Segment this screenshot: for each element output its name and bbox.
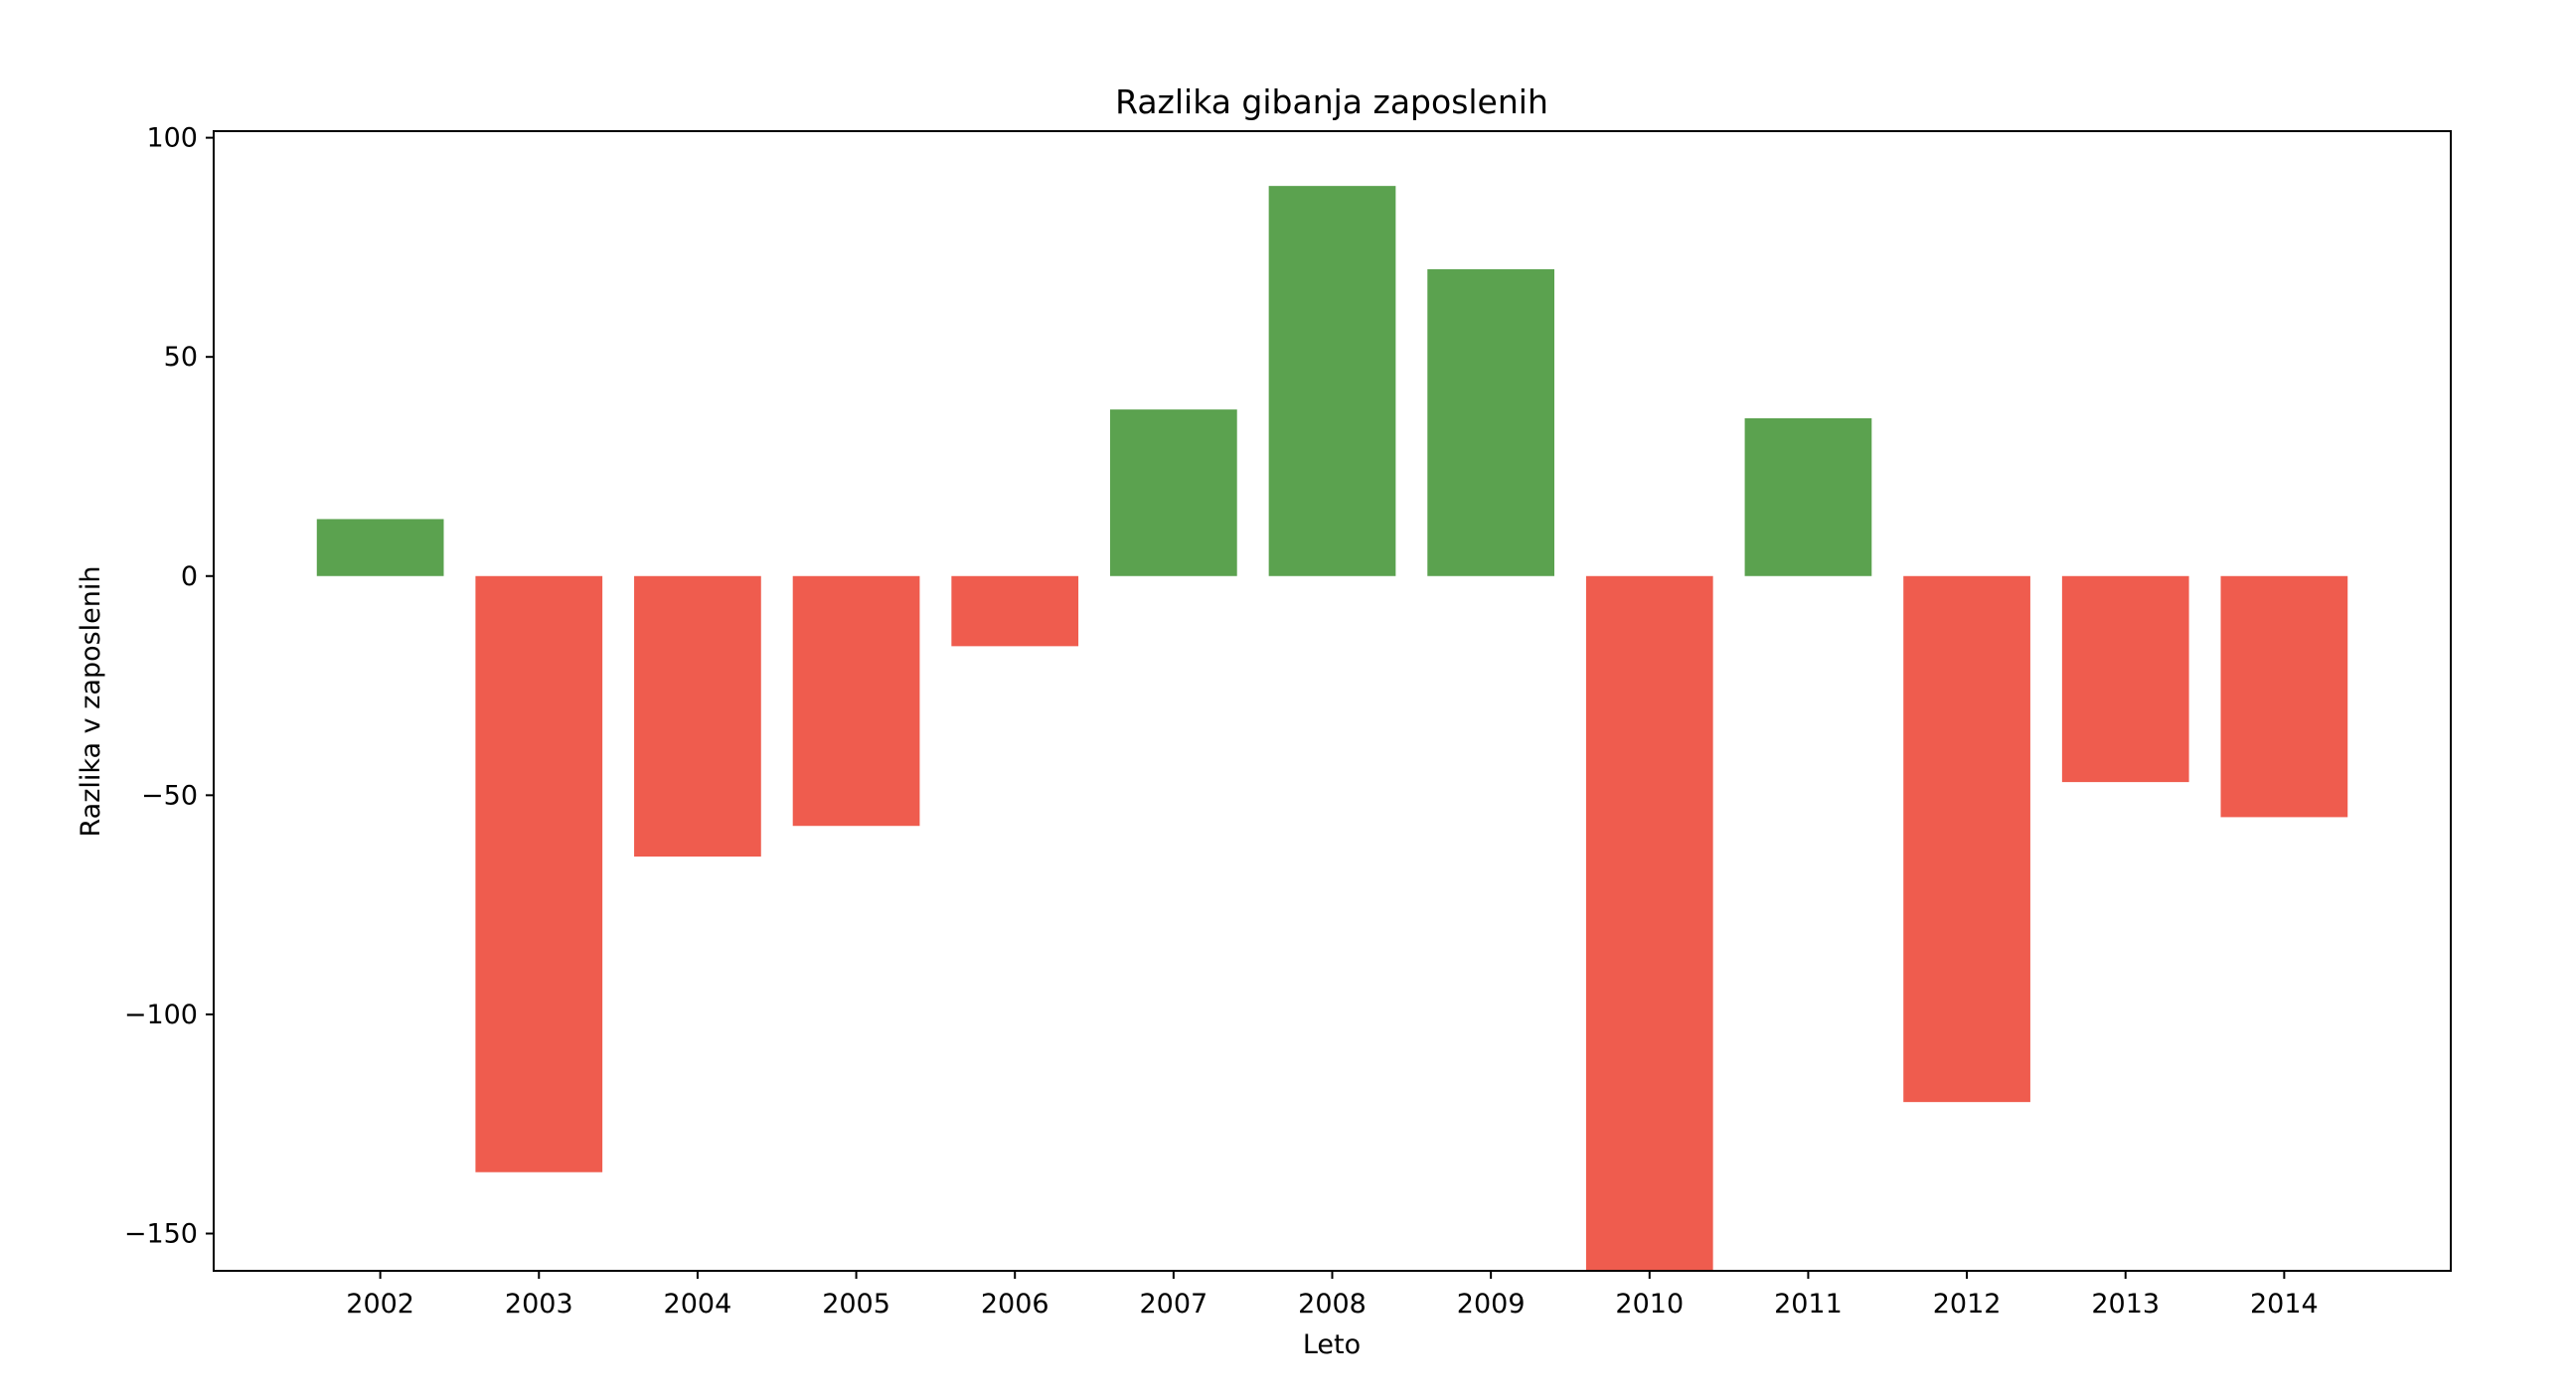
plot-frame — [213, 130, 2452, 1272]
x-axis-ticks: 2002 2003 2004 2005 2006 2007 2008 2009 2010 2011… — [346, 1271, 2319, 1320]
bar-2006 — [951, 575, 1079, 647]
x-tick-label: 2003 — [505, 1289, 573, 1320]
x-axis-label: Leto — [1303, 1329, 1361, 1360]
y-tick-label: −50 — [141, 780, 198, 811]
bar-2010 — [1585, 575, 1713, 1271]
x-tick-label: 2009 — [1457, 1289, 1526, 1320]
y-axis-ticks: −150 −100 −50 0 50 100 — [124, 123, 214, 1250]
bar-2009 — [1427, 268, 1555, 576]
bar-2014 — [2220, 575, 2348, 818]
y-axis-label: Razlika v zaposlenih — [76, 565, 106, 837]
bar-2002 — [316, 519, 444, 576]
bar-2005 — [792, 575, 920, 827]
x-tick-label: 2011 — [1774, 1289, 1843, 1320]
x-tick-label: 2013 — [2091, 1289, 2160, 1320]
x-tick-label: 2005 — [822, 1289, 890, 1320]
x-tick-label: 2006 — [981, 1289, 1049, 1320]
x-tick-label: 2007 — [1139, 1289, 1208, 1320]
bar-2004 — [634, 575, 761, 857]
chart-title: Razlika gibanja zaposlenih — [1115, 82, 1548, 121]
y-tick-label: 0 — [181, 561, 198, 592]
x-tick-label: 2002 — [346, 1289, 414, 1320]
bars-group — [316, 186, 2348, 1271]
bar-2007 — [1109, 409, 1237, 576]
bar-2011 — [1744, 417, 1872, 576]
bar-2012 — [1903, 575, 2030, 1103]
x-tick-label: 2004 — [664, 1289, 732, 1320]
y-tick-label: −150 — [124, 1219, 198, 1250]
x-tick-label: 2014 — [2250, 1289, 2319, 1320]
bar-2003 — [475, 575, 603, 1172]
x-tick-label: 2008 — [1298, 1289, 1367, 1320]
bar-2013 — [2061, 575, 2189, 783]
y-tick-label: 100 — [146, 123, 198, 154]
x-tick-label: 2010 — [1615, 1289, 1684, 1320]
bar-2008 — [1268, 186, 1396, 576]
x-tick-label: 2012 — [1933, 1289, 2002, 1320]
y-tick-label: 50 — [164, 342, 198, 373]
y-tick-label: −100 — [124, 1000, 198, 1030]
